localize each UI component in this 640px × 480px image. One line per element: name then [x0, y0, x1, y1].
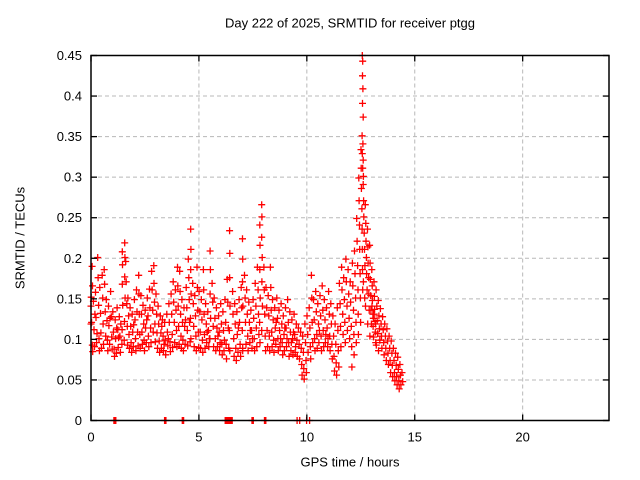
svg-text:0.4: 0.4	[64, 89, 82, 104]
svg-text:0.3: 0.3	[64, 170, 82, 185]
svg-text:0.1: 0.1	[64, 332, 82, 347]
svg-text:0.2: 0.2	[64, 251, 82, 266]
svg-text:5: 5	[195, 430, 202, 445]
svg-text:10: 10	[300, 430, 314, 445]
svg-text:20: 20	[515, 430, 529, 445]
x-axis-label: GPS time / hours	[300, 454, 400, 470]
svg-text:0: 0	[75, 413, 82, 428]
svg-text:0.45: 0.45	[57, 48, 82, 63]
chart-title: Day 222 of 2025, SRMTID for receiver ptg…	[224, 15, 476, 31]
y-axis-label: SRMTID / TECUs	[12, 186, 28, 290]
svg-text:0: 0	[87, 430, 94, 445]
axis-ticks	[90, 54, 609, 422]
svg-text:0.05: 0.05	[57, 372, 82, 387]
svg-text:0.15: 0.15	[57, 291, 82, 306]
svg-text:0.35: 0.35	[57, 129, 82, 144]
grid-lines	[91, 55, 609, 421]
svg-text:15: 15	[408, 430, 422, 445]
scatter-points	[87, 52, 407, 424]
svg-text:0.25: 0.25	[57, 210, 82, 225]
tick-labels: 0 5 10 15 20 0 0.05 0.1 0.15 0.2 0.25 0.3 0.35 0.4 0.4…	[57, 48, 530, 445]
plot-frame	[90, 54, 610, 422]
